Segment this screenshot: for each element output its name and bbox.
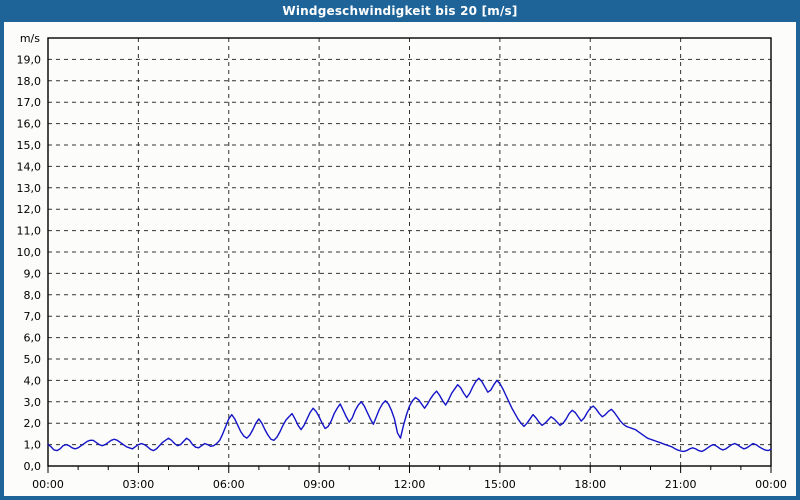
y-axis-tick-label: 14,0 [17,160,42,173]
x-axis-tick-time: 15:00 [484,478,516,491]
x-axis-tick-date: 30.03.16 [566,494,615,496]
window-title-bar: Windgeschwindigkeit bis 20 [m/s] [4,0,796,22]
y-axis-tick-label: 7,0 [24,310,42,323]
x-axis-tick-time: 03:00 [123,478,155,491]
x-axis-tick-date: 30.03.16 [475,494,524,496]
grid-lines [48,38,771,466]
x-axis-tick-date: 30.03.16 [24,494,73,496]
x-axis-tick-time: 09:00 [303,478,335,491]
x-axis-tick-date: 30.03.16 [295,494,344,496]
y-axis-tick-label: 8,0 [24,289,42,302]
plot-frame [47,37,772,467]
y-axis-tick-label: 5,0 [24,353,42,366]
y-axis-tick-label: 11,0 [17,225,42,238]
series-line-windgeschwindigkeit [47,377,772,453]
y-axis-tick-label: 19,0 [17,53,42,66]
x-axis-tick-date: 30.03.16 [656,494,705,496]
y-axis-label: m/s [20,32,40,45]
y-axis-tick-label: 9,0 [24,267,42,280]
plot-border [47,37,772,467]
x-axis-tick-date: 31.03.16 [747,494,796,496]
y-axis-tick-label: 18,0 [17,75,42,88]
data-series-group [47,377,772,453]
y-axis-tick-label: 10,0 [17,246,42,259]
x-axis-tick-date: 30.03.16 [385,494,434,496]
x-axis-tick-date: 30.03.16 [204,494,253,496]
page-title: Windgeschwindigkeit bis 20 [m/s] [282,4,518,18]
x-axis-tick-time: 21:00 [665,478,697,491]
x-axis-tick-time: 06:00 [213,478,245,491]
wind-speed-line-chart: 0,0 1,0 2,0 3,0 4,0 5,0 6,0 7,0 8,0 9,0 10,0 11,0 12… [17,32,796,496]
x-axis-tick-time: 12:00 [394,478,426,491]
y-axis-tick-label: 4,0 [24,374,42,387]
x-axis-tick-time: 00:00 [32,478,64,491]
y-axis-tick-label: 0,0 [24,460,42,473]
y-axis-tick-label: 16,0 [17,118,42,131]
x-axis-tick-time: 00:00 [755,478,787,491]
y-axis-tick-label: 17,0 [17,96,42,109]
y-axis-tick-label: 15,0 [17,139,42,152]
x-axis-tick-time: 18:00 [574,478,606,491]
y-axis-tick-label: 6,0 [24,332,42,345]
y-axis-tick-label: 12,0 [17,203,42,216]
y-axis-tick-label: 13,0 [17,182,42,195]
y-axis-tick-label: 2,0 [24,417,42,430]
x-axis-tick-date: 30.03.16 [114,494,163,496]
y-axis-tick-label: 1,0 [24,439,42,452]
y-axis-tick-label: 3,0 [24,396,42,409]
chart-plot-area: 0,0 1,0 2,0 3,0 4,0 5,0 6,0 7,0 8,0 9,0 10,0 11,0 12… [4,22,796,496]
x-axis-ticks: 00:00 30.03.16 03:00 30.03.16 06:00 30.03.16 0… [24,466,796,496]
y-axis-ticks: 0,0 1,0 2,0 3,0 4,0 5,0 6,0 7,0 8,0 9,0 10,0 11,0 12… [17,53,42,473]
